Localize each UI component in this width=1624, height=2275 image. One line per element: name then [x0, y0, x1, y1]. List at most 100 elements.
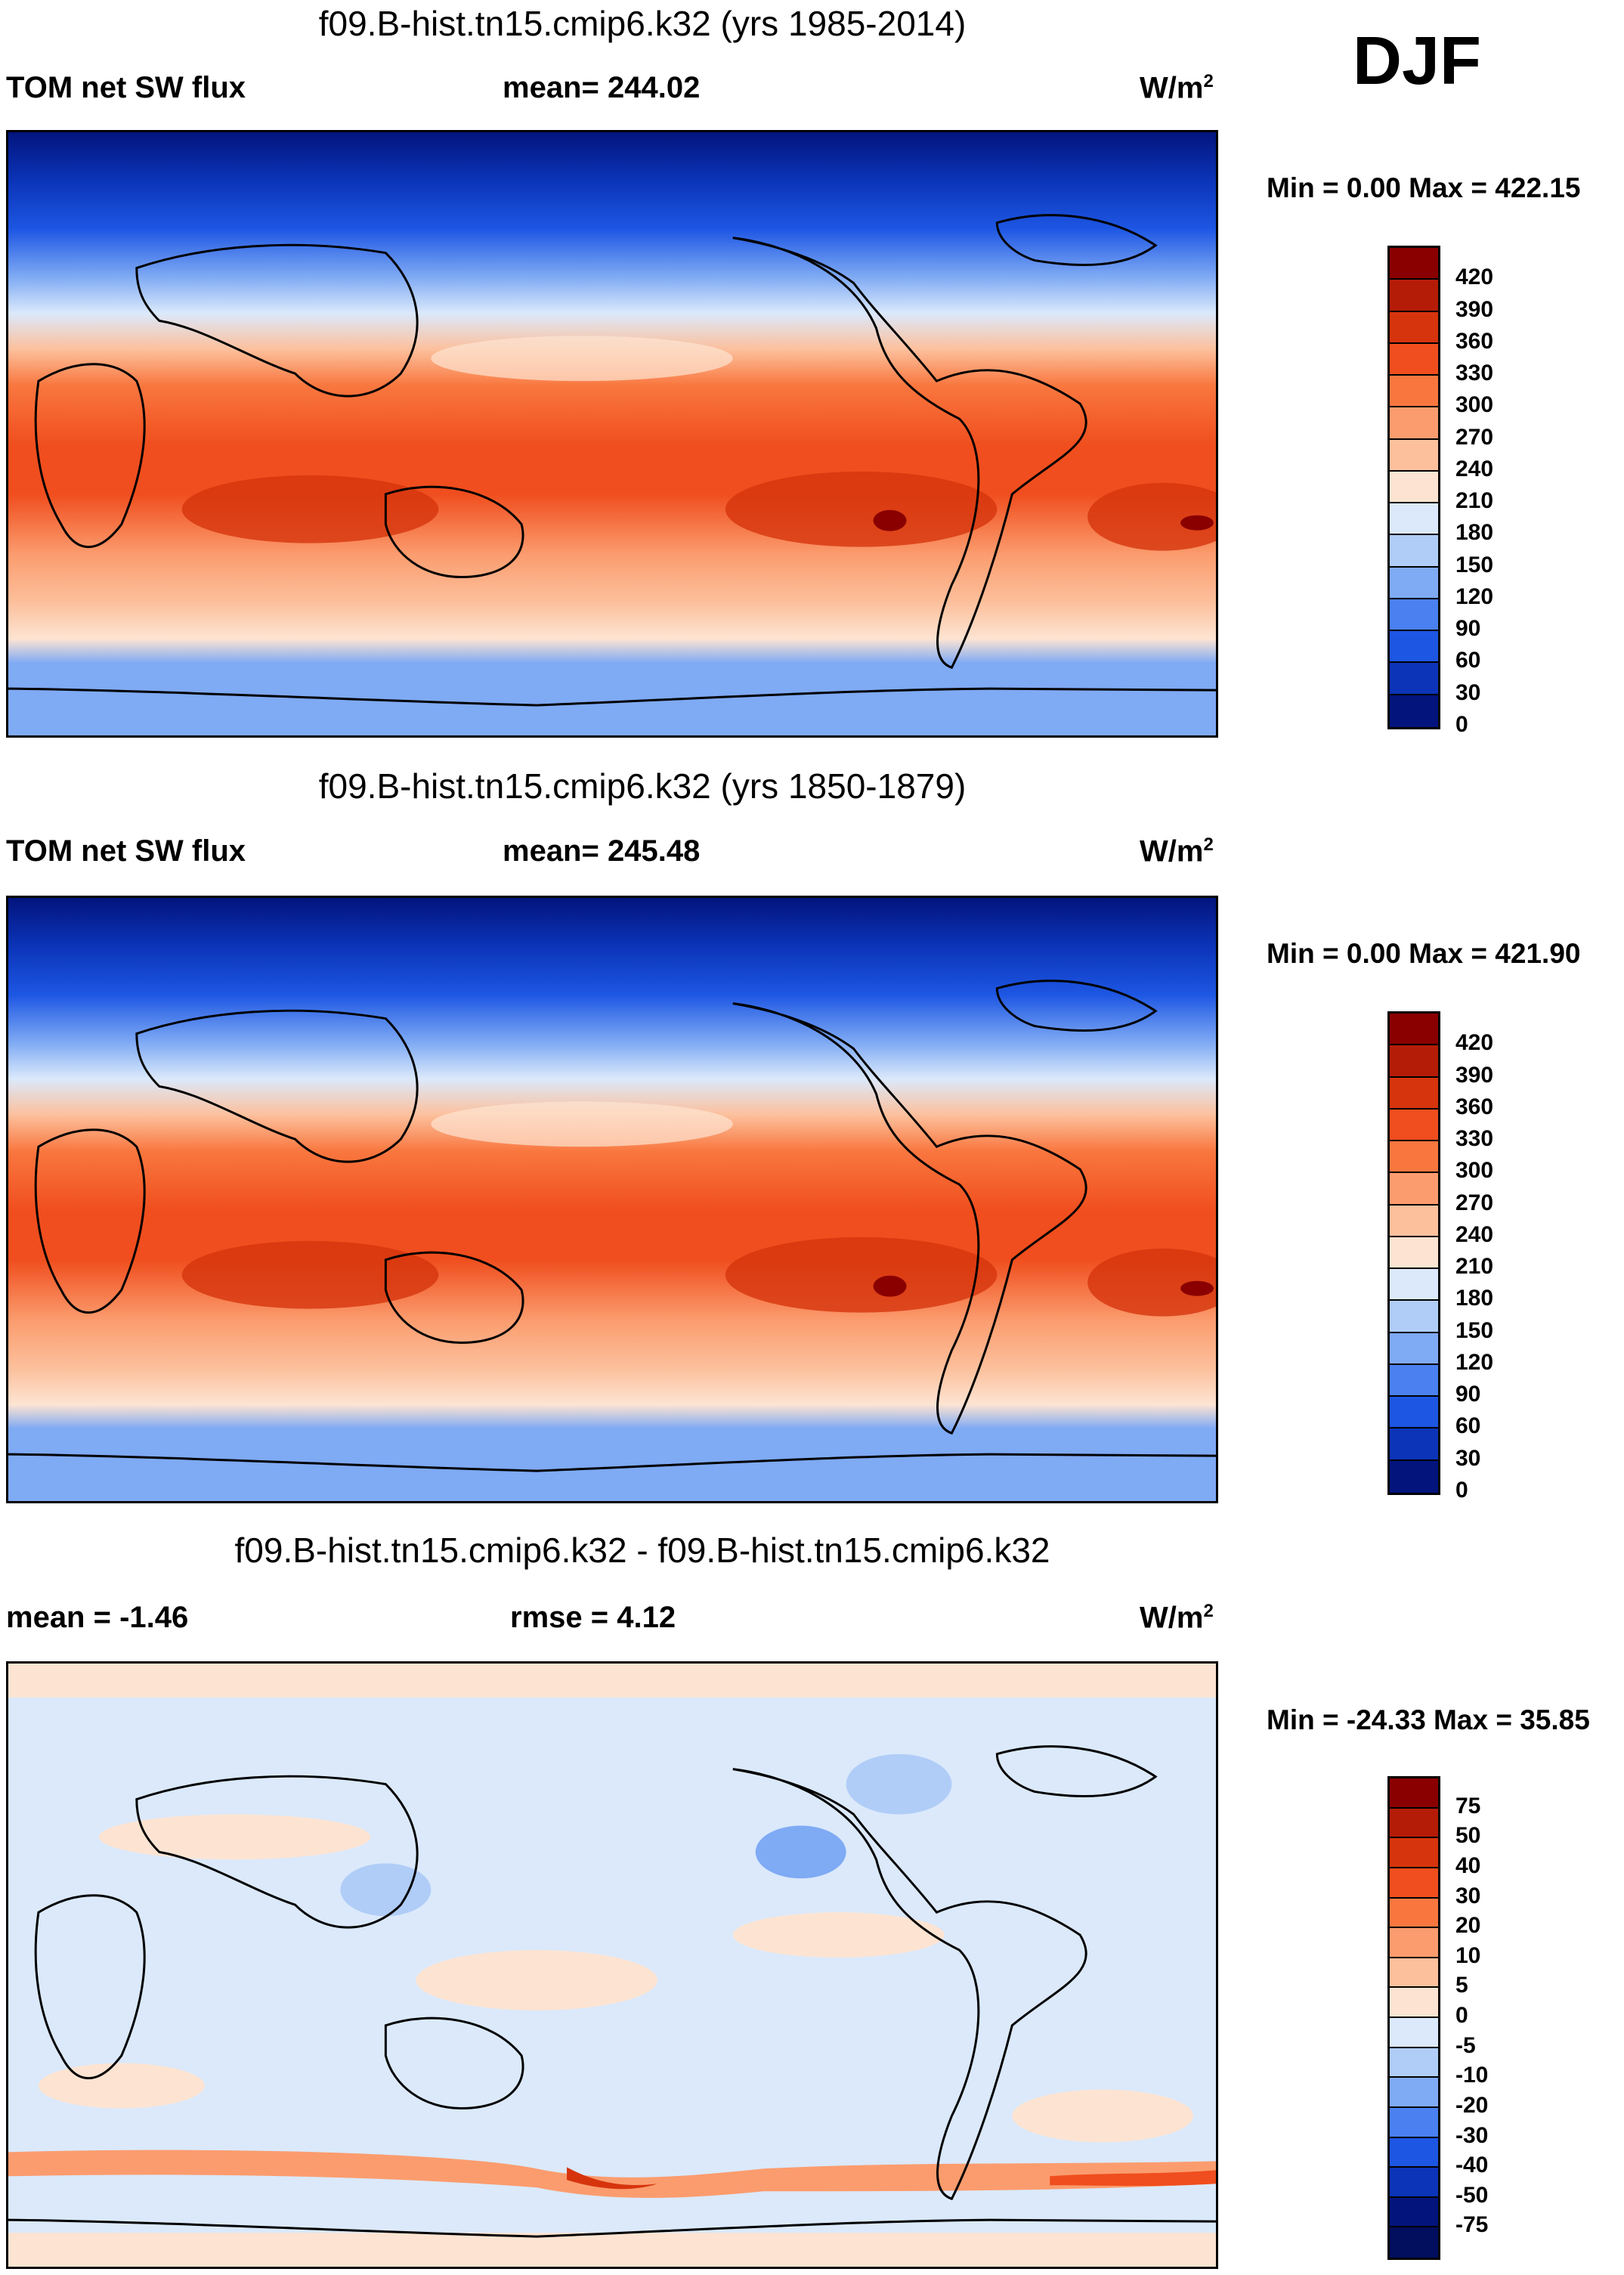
colorbar-swatch: [1390, 376, 1438, 408]
colorbar-swatch: [1390, 1898, 1438, 1929]
colorbar-swatch: [1390, 1778, 1438, 1809]
panel3-map: [6, 1661, 1218, 2269]
colorbar-swatch: [1390, 1428, 1438, 1461]
colorbar-swatch: [1390, 407, 1438, 440]
colorbar-swatch: [1390, 695, 1438, 727]
colorbar-swatch: [1390, 1141, 1438, 1174]
panel1-colorbar: [1387, 246, 1440, 729]
colorbar-swatch: [1390, 1269, 1438, 1302]
colorbar-swatch: [1390, 1332, 1438, 1365]
colorbar-swatch: [1390, 1173, 1438, 1206]
colorbar-tick-label: 120: [1455, 1349, 1494, 1375]
colorbar-swatch: [1390, 280, 1438, 312]
colorbar-swatch: [1390, 1958, 1438, 1989]
colorbar-tick-label: -75: [1455, 2212, 1489, 2238]
colorbar-tick-label: 270: [1455, 424, 1494, 450]
colorbar-tick-label: 420: [1455, 1030, 1494, 1056]
colorbar-swatch: [1390, 2197, 1438, 2228]
colorbar-tick-label: 60: [1455, 1413, 1481, 1439]
colorbar-tick-label: 390: [1455, 296, 1494, 322]
panel2-colorbar: [1387, 1011, 1440, 1495]
colorbar-tick-label: -20: [1455, 2092, 1489, 2118]
colorbar-swatch: [1390, 663, 1438, 695]
colorbar-tick-label: 150: [1455, 552, 1494, 577]
colorbar-tick-label: 180: [1455, 1286, 1494, 1311]
panel1-units: W/m2: [1140, 71, 1214, 105]
colorbar-swatch: [1390, 1045, 1438, 1078]
panel2-units: W/m2: [1140, 834, 1214, 868]
colorbar-swatch: [1390, 1868, 1438, 1899]
colorbar-swatch: [1390, 248, 1438, 280]
colorbar-swatch: [1390, 567, 1438, 599]
panel1-variable-label: TOM net SW flux: [6, 71, 246, 104]
colorbar-swatch: [1390, 1988, 1438, 2018]
colorbar-tick-label: 390: [1455, 1062, 1494, 1088]
colorbar-swatch: [1390, 439, 1438, 472]
colorbar-tick-label: 360: [1455, 1094, 1494, 1119]
panel3-mean-label: mean = -1.46: [6, 1601, 189, 1634]
colorbar-swatch: [1390, 2227, 1438, 2258]
colorbar-tick-label: 150: [1455, 1317, 1494, 1343]
colorbar-tick-label: -10: [1455, 2063, 1489, 2088]
colorbar-swatch: [1390, 1928, 1438, 1958]
colorbar-swatch: [1390, 471, 1438, 504]
colorbar-swatch: [1390, 1460, 1438, 1493]
colorbar-tick-label: 300: [1455, 392, 1494, 418]
panel1-map: [6, 130, 1218, 738]
colorbar-tick-label: -30: [1455, 2122, 1489, 2148]
season-label: DJF: [1353, 23, 1482, 99]
colorbar-tick-label: 360: [1455, 328, 1494, 354]
colorbar-tick-label: 60: [1455, 648, 1481, 673]
colorbar-swatch: [1390, 2168, 1438, 2198]
colorbar-tick-label: 5: [1455, 1973, 1468, 1998]
panel3-minmax: Min = -24.33 Max = 35.85: [1267, 1704, 1590, 1735]
colorbar-tick-label: 240: [1455, 1221, 1494, 1247]
panel2-minmax: Min = 0.00 Max = 421.90: [1267, 938, 1581, 969]
panel3-colorbar: [1387, 1776, 1440, 2260]
colorbar-swatch: [1390, 1077, 1438, 1110]
colorbar-swatch: [1390, 343, 1438, 376]
colorbar-swatch: [1390, 1301, 1438, 1333]
colorbar-swatch: [1390, 2078, 1438, 2108]
colorbar-swatch: [1390, 1014, 1438, 1046]
colorbar-swatch: [1390, 1109, 1438, 1142]
colorbar-swatch: [1390, 1205, 1438, 1237]
colorbar-tick-label: 50: [1455, 1823, 1481, 1849]
colorbar-swatch: [1390, 311, 1438, 344]
colorbar-tick-label: 0: [1455, 712, 1468, 737]
colorbar-tick-label: 210: [1455, 488, 1494, 514]
colorbar-swatch: [1390, 535, 1438, 568]
colorbar-tick-label: 330: [1455, 361, 1494, 386]
colorbar-tick-label: 180: [1455, 520, 1494, 546]
panel3-units: W/m2: [1140, 1601, 1214, 1635]
colorbar-tick-label: 330: [1455, 1126, 1494, 1152]
colorbar-tick-label: 30: [1455, 1883, 1481, 1908]
colorbar-swatch: [1390, 1397, 1438, 1429]
panel3-rmse-label: rmse = 4.12: [510, 1601, 676, 1634]
colorbar-swatch: [1390, 631, 1438, 664]
panel3-title: f09.B-hist.tn15.cmip6.k32 - f09.B-hist.t…: [234, 1531, 1050, 1570]
colorbar-tick-label: 90: [1455, 1382, 1481, 1407]
colorbar-swatch: [1390, 503, 1438, 536]
colorbar-swatch: [1390, 2137, 1438, 2168]
panel2-title: f09.B-hist.tn15.cmip6.k32 (yrs 1850-1879…: [318, 766, 967, 806]
panel2-variable-label: TOM net SW flux: [6, 834, 246, 868]
panel2-map: [6, 896, 1218, 1503]
colorbar-tick-label: -50: [1455, 2182, 1489, 2208]
colorbar-tick-label: 0: [1455, 1478, 1468, 1503]
panel1-mean-label: mean= 244.02: [503, 71, 701, 104]
colorbar-tick-label: 0: [1455, 2003, 1468, 2028]
colorbar-tick-label: 90: [1455, 616, 1481, 642]
colorbar-tick-label: 30: [1455, 1445, 1481, 1471]
colorbar-swatch: [1390, 1237, 1438, 1270]
colorbar-swatch: [1390, 1838, 1438, 1868]
colorbar-tick-label: -40: [1455, 2153, 1489, 2178]
colorbar-tick-label: -5: [1455, 2032, 1476, 2058]
colorbar-swatch: [1390, 2018, 1438, 2048]
colorbar-swatch: [1390, 2107, 1438, 2138]
colorbar-tick-label: 20: [1455, 1913, 1481, 1939]
colorbar-swatch: [1390, 2048, 1438, 2078]
colorbar-tick-label: 270: [1455, 1190, 1494, 1215]
colorbar-tick-label: 75: [1455, 1793, 1481, 1818]
colorbar-swatch: [1390, 1364, 1438, 1398]
